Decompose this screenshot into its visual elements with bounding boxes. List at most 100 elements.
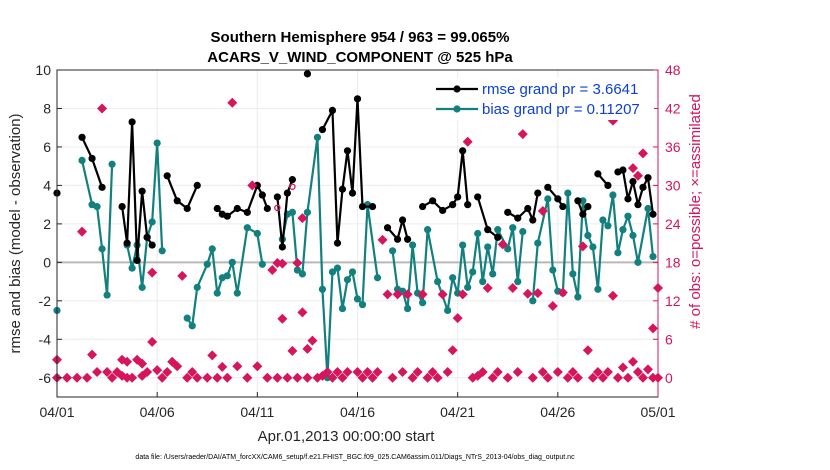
rmse-point bbox=[398, 216, 407, 224]
bias-point bbox=[529, 297, 537, 305]
x-tick-label: 04/21 bbox=[440, 404, 475, 420]
bias-point bbox=[589, 243, 597, 251]
obs-assimilated-point bbox=[142, 366, 153, 377]
obs-assimilated-point bbox=[402, 289, 413, 300]
obs-assimilated-point bbox=[647, 323, 658, 334]
obs-assimilated-point bbox=[227, 97, 238, 108]
bias-point bbox=[338, 304, 347, 313]
obs-assimilated-point bbox=[412, 366, 423, 377]
rmse-point bbox=[283, 189, 291, 197]
bias-point bbox=[243, 224, 251, 232]
rmse-point bbox=[193, 181, 201, 190]
rmse-point bbox=[253, 181, 261, 190]
obs-assimilated-point bbox=[292, 257, 303, 268]
rmse-point bbox=[419, 202, 427, 211]
y-tick-label-left: -6 bbox=[39, 370, 52, 386]
bias-point bbox=[419, 299, 427, 307]
bias-point bbox=[514, 277, 522, 286]
legend-marker-bias bbox=[453, 105, 461, 113]
obs-assimilated-point bbox=[267, 265, 278, 276]
obs-assimilated-point bbox=[482, 283, 493, 293]
obs-assimilated-point bbox=[252, 361, 263, 372]
rmse-point bbox=[78, 133, 86, 141]
obs-assimilated-point bbox=[547, 300, 558, 311]
rmse-point bbox=[619, 166, 627, 174]
obs-assimilated-point bbox=[287, 345, 298, 356]
bias-point bbox=[293, 266, 301, 274]
obs-assimilated-point bbox=[492, 366, 503, 377]
x-tick-label: 04/26 bbox=[540, 404, 575, 420]
obs-assimilated-point bbox=[567, 366, 578, 377]
y-tick-label-right: 12 bbox=[665, 293, 681, 309]
bias-point bbox=[494, 226, 502, 234]
obs-assimilated-point bbox=[152, 365, 163, 376]
rmse-point bbox=[273, 193, 281, 201]
obs-assimilated-point bbox=[217, 361, 228, 372]
rmse-point bbox=[163, 172, 171, 180]
x-tick-label: 04/16 bbox=[340, 404, 375, 420]
x-tick-label: 04/06 bbox=[140, 404, 175, 420]
bias-line-segment bbox=[80, 160, 114, 297]
obs-assimilated-point bbox=[422, 372, 433, 383]
rmse-point bbox=[348, 189, 357, 197]
y-tick-label-right: 0 bbox=[665, 370, 673, 386]
bias-point bbox=[403, 304, 412, 313]
obs-assimilated-point bbox=[222, 372, 233, 383]
bias-point bbox=[318, 285, 327, 293]
rmse-point bbox=[98, 183, 106, 191]
y-tick-label-right: 48 bbox=[665, 62, 681, 78]
rmse-point bbox=[484, 226, 492, 234]
bias-point bbox=[358, 301, 367, 309]
rmse-point bbox=[288, 176, 296, 184]
rmse-point bbox=[148, 241, 156, 249]
bias-point bbox=[288, 208, 296, 216]
bias-point bbox=[599, 216, 607, 224]
obs-assimilated-point bbox=[302, 372, 313, 383]
obs-assimilated-point bbox=[157, 372, 168, 383]
bias-point bbox=[108, 160, 116, 168]
bias-point bbox=[138, 283, 146, 291]
bias-point bbox=[343, 276, 352, 284]
obs-assimilated-point bbox=[532, 288, 543, 299]
y-tick-label-left: 6 bbox=[43, 139, 51, 155]
bias-point bbox=[474, 229, 482, 238]
obs-assimilated-point bbox=[622, 372, 633, 383]
obs-assimilated-point bbox=[557, 287, 568, 298]
legend-label-bias: bias grand pr = 0.11207 bbox=[482, 101, 640, 118]
rmse-point bbox=[143, 233, 151, 241]
y-tick-label-left: 10 bbox=[35, 62, 51, 78]
bias-point bbox=[619, 226, 627, 234]
rmse-point bbox=[278, 243, 286, 251]
legend-label-rmse: rmse grand pr = 3.6641 bbox=[482, 81, 638, 98]
obs-assimilated-point bbox=[207, 350, 218, 361]
y-tick-label-right: 24 bbox=[665, 216, 681, 232]
obs-assimilated-point bbox=[352, 366, 363, 377]
rmse-point bbox=[554, 195, 562, 203]
y-tick-label-left: 8 bbox=[43, 100, 51, 116]
obs-assimilated-point bbox=[587, 372, 598, 383]
chart-subtitle: ACARS_V_WIND_COMPONENT @ 525 hPa bbox=[207, 49, 513, 66]
bias-point bbox=[353, 295, 362, 303]
obs-assimilated-point bbox=[187, 366, 198, 377]
bias-point bbox=[373, 274, 382, 282]
bias-point bbox=[444, 306, 452, 315]
legend: rmse grand pr = 3.6641 bias grand pr = 0.… bbox=[432, 78, 654, 120]
rmse-point bbox=[403, 235, 412, 243]
y-tick-label-left: 2 bbox=[43, 216, 51, 232]
rmse-point bbox=[128, 118, 136, 126]
obs-assimilated-point bbox=[637, 148, 648, 159]
obs-assimilated-point bbox=[232, 361, 243, 372]
rmse-point bbox=[474, 193, 482, 201]
bias-point bbox=[644, 204, 652, 213]
y-axis-label-right: # of obs: o=possible; ×=assimilated bbox=[687, 94, 704, 329]
obs-assimilated-point bbox=[302, 343, 313, 354]
bias-line-segment bbox=[281, 136, 379, 379]
bias-point bbox=[148, 218, 156, 226]
bias-point bbox=[313, 133, 322, 141]
obs-assimilated-point bbox=[522, 288, 533, 299]
bias-point bbox=[213, 289, 221, 297]
bias-point bbox=[193, 283, 201, 291]
bias-point bbox=[158, 247, 166, 255]
rmse-point bbox=[88, 154, 96, 163]
